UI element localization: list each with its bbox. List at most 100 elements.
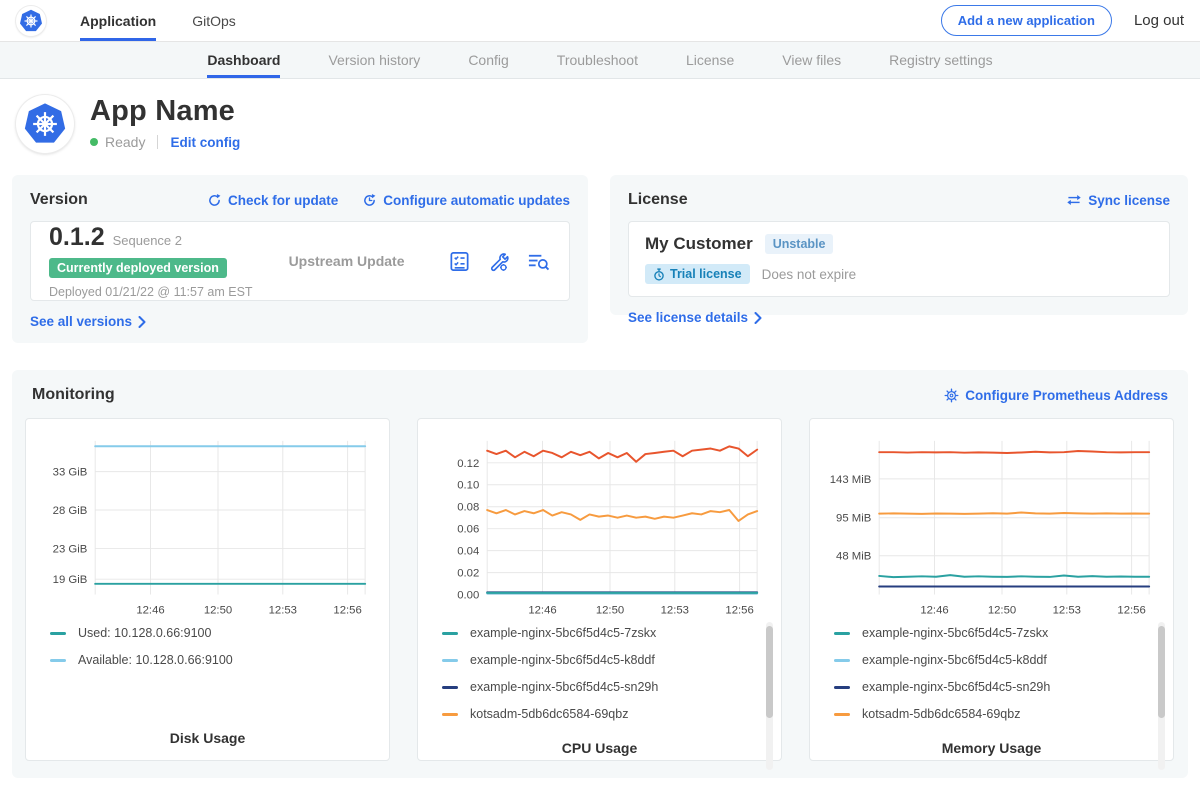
configure-automatic-updates-link[interactable]: Configure automatic updates [362,193,570,208]
version-card-title: Version [30,191,88,209]
configure-prometheus-link[interactable]: Configure Prometheus Address [944,388,1168,403]
check-for-update-link[interactable]: Check for update [207,193,338,208]
legend-label: example-nginx-5bc6f5d4c5-k8ddf [470,653,655,667]
channel-badge: Unstable [765,234,834,254]
disk-usage-chart-card: 33 GiB28 GiB23 GiB19 GiB12:4612:5012:531… [25,418,390,761]
app-header: App Name Ready Edit config [0,79,1200,167]
deployed-badge: Currently deployed version [49,258,227,278]
svg-text:12:50: 12:50 [988,604,1016,616]
memory-usage-plot: 143 MiB95 MiB48 MiB12:4612:5012:5312:56 [824,431,1159,620]
tab-dashboard[interactable]: Dashboard [207,42,280,78]
svg-text:143 MiB: 143 MiB [830,474,872,486]
svg-text:28 GiB: 28 GiB [53,505,88,517]
legend-item: Used: 10.128.0.66:9100 [50,626,365,640]
legend-item: kotsadm-5db6dc6584-69qbz [442,707,757,721]
legend-scrollbar-thumb[interactable] [1158,626,1165,718]
chevron-right-icon [138,316,146,328]
svg-text:12:50: 12:50 [596,604,624,616]
svg-text:12:50: 12:50 [204,604,232,616]
kubernetes-logo-icon [23,102,67,146]
preflight-checks-icon[interactable] [448,250,471,273]
cpu-usage-legend: example-nginx-5bc6f5d4c5-7zskx example-ng… [432,620,767,734]
legend-scrollbar-thumb[interactable] [766,626,773,718]
tab-registry-settings[interactable]: Registry settings [889,42,992,78]
tab-troubleshoot[interactable]: Troubleshoot [557,42,638,78]
svg-text:12:46: 12:46 [920,604,948,616]
svg-text:12:53: 12:53 [269,604,297,616]
memory-usage-chart-card: 143 MiB95 MiB48 MiB12:4612:5012:5312:56 … [809,418,1174,761]
divider [157,135,158,149]
svg-text:12:56: 12:56 [1117,604,1145,616]
legend-label: example-nginx-5bc6f5d4c5-sn29h [862,680,1050,694]
see-license-details-link[interactable]: See license details [628,310,762,325]
deploy-logs-icon[interactable] [526,250,551,273]
chart-title: CPU Usage [432,734,767,756]
version-number: 0.1.2 [49,223,105,252]
svg-text:0.02: 0.02 [457,568,479,580]
chart-title: Disk Usage [40,724,375,746]
legend-scrollbar[interactable] [766,622,773,770]
tab-config[interactable]: Config [468,42,508,78]
legend-item: example-nginx-5bc6f5d4c5-7zskx [442,626,757,640]
svg-text:19 GiB: 19 GiB [53,574,88,586]
gear-icon [944,388,959,403]
legend-label: example-nginx-5bc6f5d4c5-7zskx [862,626,1048,640]
chevron-right-icon [754,312,762,324]
version-card: Version Check for update Configure au [12,175,588,343]
license-type-badge: Trial license [645,264,750,284]
legend-label: example-nginx-5bc6f5d4c5-k8ddf [862,653,1047,667]
legend-label: kotsadm-5db6dc6584-69qbz [862,707,1020,721]
page-title: App Name [90,95,240,128]
svg-text:33 GiB: 33 GiB [53,467,88,479]
see-all-versions-link[interactable]: See all versions [30,314,146,329]
app-subnav: Dashboard Version history Config Troublesho… [0,42,1200,79]
add-application-button[interactable]: Add a new application [941,5,1112,36]
svg-text:0.10: 0.10 [457,480,479,492]
license-card: License Sync license My Customer Unstabl… [610,175,1188,315]
tab-license[interactable]: License [686,42,734,78]
legend-item: example-nginx-5bc6f5d4c5-7zskx [834,626,1149,640]
legend-color-dash [442,659,458,662]
legend-label: Used: 10.128.0.66:9100 [78,626,211,640]
tab-view-files[interactable]: View files [782,42,841,78]
status-text: Ready [105,134,145,150]
svg-text:0.00: 0.00 [457,589,479,601]
svg-text:12:46: 12:46 [136,604,164,616]
legend-scrollbar[interactable] [1158,622,1165,770]
sync-icon [1066,193,1082,207]
disk-usage-legend: Used: 10.128.0.66:9100Available: 10.128.… [40,620,375,724]
legend-color-dash [50,659,66,662]
brand-logo[interactable] [16,0,46,41]
legend-label: example-nginx-5bc6f5d4c5-sn29h [470,680,658,694]
legend-label: example-nginx-5bc6f5d4c5-7zskx [470,626,656,640]
monitoring-section: Monitoring Configure Prometheus Address [12,370,1188,778]
logout-button[interactable]: Log out [1134,12,1184,29]
monitoring-title: Monitoring [32,386,115,404]
disk-usage-plot: 33 GiB28 GiB23 GiB19 GiB12:4612:5012:531… [40,431,375,620]
deployed-timestamp: Deployed 01/21/22 @ 11:57 am EST [49,285,253,299]
legend-item: example-nginx-5bc6f5d4c5-sn29h [834,680,1149,694]
legend-item: example-nginx-5bc6f5d4c5-k8ddf [834,653,1149,667]
legend-item: kotsadm-5db6dc6584-69qbz [834,707,1149,721]
svg-text:48 MiB: 48 MiB [836,551,871,563]
legend-color-dash [442,632,458,635]
cpu-usage-chart-card: 0.120.100.080.060.040.020.0012:4612:5012… [417,418,782,761]
edit-config-icon[interactable] [487,250,510,273]
top-navbar: Application GitOps Add a new application… [0,0,1200,42]
legend-color-dash [442,713,458,716]
svg-text:12:46: 12:46 [528,604,556,616]
legend-color-dash [834,632,850,635]
top-tab-application[interactable]: Application [80,0,156,41]
kubernetes-logo-icon [19,9,43,33]
app-avatar [16,95,74,153]
sync-license-link[interactable]: Sync license [1066,193,1170,208]
legend-item: example-nginx-5bc6f5d4c5-k8ddf [442,653,757,667]
svg-text:95 MiB: 95 MiB [836,513,871,525]
tab-version-history[interactable]: Version history [328,42,420,78]
legend-color-dash [442,686,458,689]
top-tab-gitops[interactable]: GitOps [192,0,236,41]
edit-config-link[interactable]: Edit config [170,135,240,150]
status-dot [90,138,98,146]
svg-text:0.04: 0.04 [457,546,479,558]
memory-usage-legend: example-nginx-5bc6f5d4c5-7zskx example-ng… [824,620,1159,734]
